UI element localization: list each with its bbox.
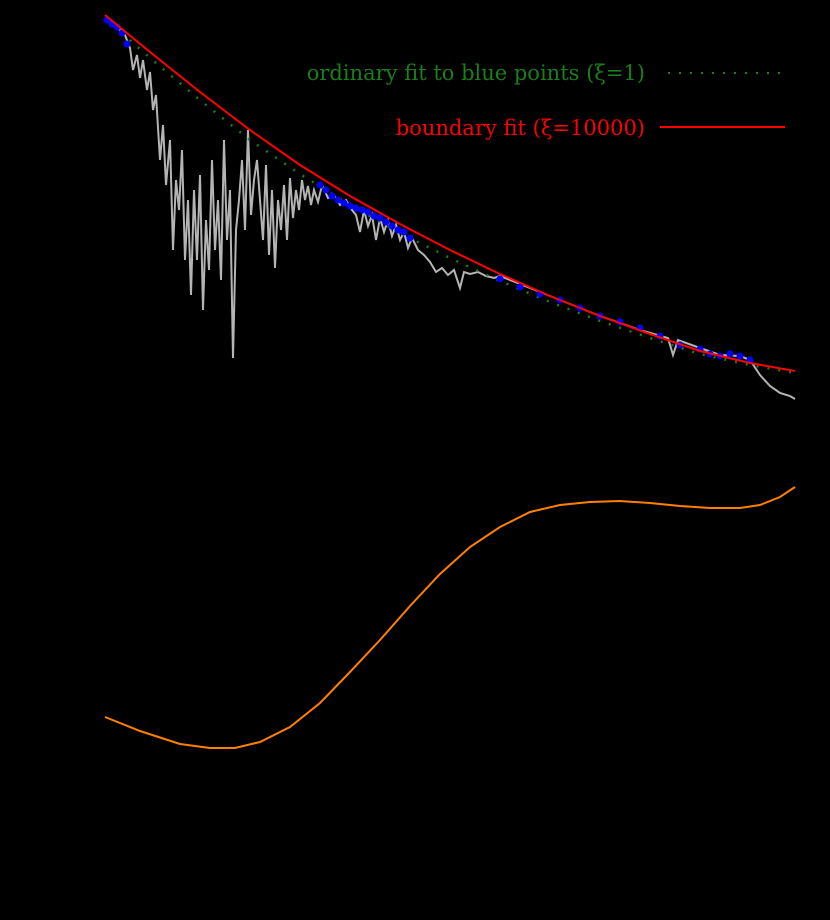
blue-point-marker: [358, 206, 366, 214]
blue-point-marker: [123, 40, 131, 48]
legend: ordinary fit to blue points (ξ=1) bounda…: [307, 61, 785, 140]
blue-point-marker: [388, 222, 396, 230]
blue-point-marker: [394, 226, 402, 234]
blue-point-marker: [352, 204, 360, 212]
blue-point-marker: [334, 196, 342, 204]
top-plot: [103, 14, 796, 400]
blue-point-marker: [496, 275, 504, 283]
blue-point-marker: [376, 214, 384, 222]
blue-point-marker: [736, 352, 744, 360]
blue-point-marker: [346, 202, 354, 210]
blue-point-marker: [316, 181, 324, 189]
orange-curve-line: [104, 486, 796, 749]
legend-ordinary-label: ordinary fit to blue points (ξ=1): [307, 61, 645, 85]
blue-point-marker: [364, 208, 372, 216]
blue-point-marker: [340, 199, 348, 207]
boundary-fit-line: [104, 14, 796, 372]
blue-point-marker: [328, 192, 336, 200]
blue-point-marker: [516, 283, 524, 291]
blue-point-marker: [406, 234, 414, 242]
bottom-plot: [104, 486, 796, 749]
blue-points: [103, 16, 754, 364]
ordinary-fit-line: [104, 17, 796, 375]
blue-point-marker: [400, 228, 408, 236]
blue-point-marker: [382, 218, 390, 226]
data-series-line: [104, 17, 796, 400]
blue-point-marker: [726, 350, 734, 358]
legend-boundary-label: boundary fit (ξ=10000): [396, 116, 645, 140]
blue-point-marker: [370, 212, 378, 220]
blue-point-marker: [322, 186, 330, 194]
